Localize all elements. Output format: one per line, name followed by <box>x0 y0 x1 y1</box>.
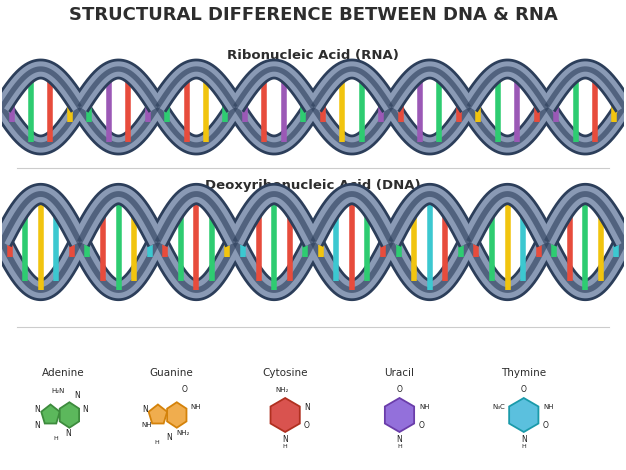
Text: N: N <box>34 421 41 430</box>
Text: N: N <box>166 432 172 441</box>
Polygon shape <box>385 398 414 432</box>
Polygon shape <box>59 402 79 428</box>
Text: H: H <box>155 440 159 446</box>
Text: NH: NH <box>141 422 152 428</box>
Text: Ribonucleic Acid (RNA): Ribonucleic Acid (RNA) <box>227 48 399 62</box>
Text: N: N <box>521 434 526 444</box>
Text: NH₂: NH₂ <box>176 430 190 436</box>
Text: Adenine: Adenine <box>42 368 85 378</box>
Polygon shape <box>167 402 187 428</box>
Text: NH: NH <box>419 404 429 410</box>
Text: O: O <box>543 421 548 430</box>
Text: O: O <box>182 384 188 393</box>
Text: O: O <box>396 385 403 394</box>
Text: N: N <box>142 405 148 414</box>
Text: H: H <box>521 444 526 448</box>
Text: O: O <box>418 421 424 430</box>
Text: NH₂: NH₂ <box>275 387 289 393</box>
Polygon shape <box>270 398 300 432</box>
Text: NH: NH <box>543 404 554 410</box>
Text: NH: NH <box>190 404 201 410</box>
Text: Guanine: Guanine <box>149 368 193 378</box>
Text: N: N <box>66 429 71 438</box>
Text: H: H <box>397 444 402 448</box>
Text: N: N <box>34 405 41 414</box>
Text: N: N <box>304 402 310 412</box>
Text: Thymine: Thymine <box>501 368 546 378</box>
Text: H₂N: H₂N <box>52 388 65 394</box>
Text: Deoxyribonucleic Acid (DNA): Deoxyribonucleic Acid (DNA) <box>205 179 421 191</box>
Polygon shape <box>148 405 167 423</box>
Text: Cytosine: Cytosine <box>262 368 308 378</box>
Polygon shape <box>509 398 538 432</box>
Text: O: O <box>304 421 310 430</box>
Text: Uracil: Uracil <box>384 368 414 378</box>
Text: STRUCTURAL DIFFERENCE BETWEEN DNA & RNA: STRUCTURAL DIFFERENCE BETWEEN DNA & RNA <box>69 6 557 24</box>
Text: N₃C: N₃C <box>493 404 505 410</box>
Polygon shape <box>41 405 60 423</box>
Text: H: H <box>53 437 58 441</box>
Text: N: N <box>282 434 288 444</box>
Text: H: H <box>283 444 287 448</box>
Text: N: N <box>83 405 88 414</box>
Text: N: N <box>397 434 403 444</box>
Text: O: O <box>521 385 526 394</box>
Text: N: N <box>74 391 80 400</box>
